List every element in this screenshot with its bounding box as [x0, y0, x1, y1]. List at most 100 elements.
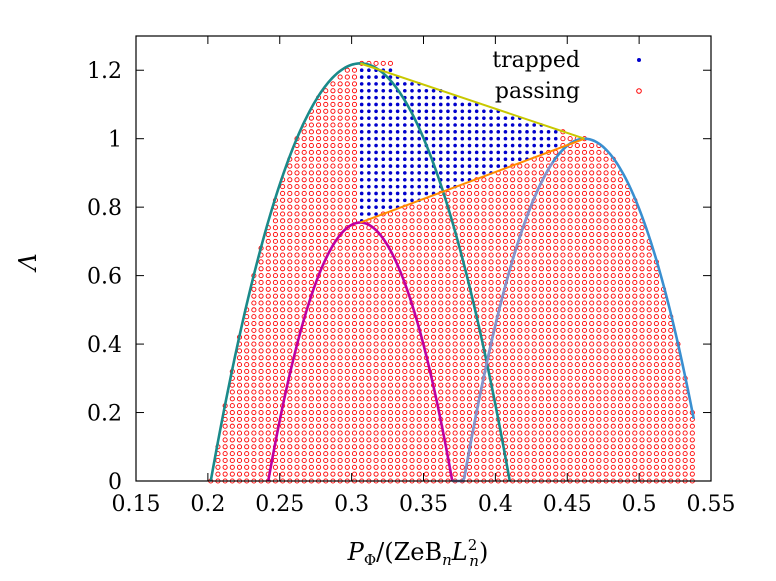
passing-point: [258, 471, 264, 477]
passing-point: [308, 129, 314, 135]
passing-point: [438, 355, 444, 361]
passing-point: [438, 279, 444, 286]
passing-point: [567, 245, 573, 251]
passing-point: [495, 204, 501, 210]
passing-point: [351, 368, 358, 375]
passing-point: [438, 204, 444, 210]
passing-point: [395, 396, 401, 402]
passing-point: [395, 362, 401, 368]
passing-point: [229, 471, 235, 477]
passing-point: [287, 273, 293, 279]
passing-point: [366, 238, 372, 244]
passing-point: [560, 423, 566, 429]
passing-point: [330, 396, 336, 402]
passing-point: [359, 259, 365, 265]
passing-point: [495, 184, 501, 190]
passing-point: [373, 348, 379, 354]
passing-point: [416, 451, 422, 457]
passing-point: [316, 389, 322, 395]
trapped-point: [453, 123, 457, 127]
passing-point: [323, 136, 329, 142]
passing-point: [330, 101, 336, 108]
passing-point: [380, 416, 386, 422]
passing-point: [359, 355, 365, 361]
passing-point: [323, 273, 329, 279]
passing-point: [538, 409, 544, 416]
passing-point: [632, 403, 638, 409]
trapped-point: [474, 116, 479, 120]
trapped-point: [359, 116, 364, 120]
passing-point: [689, 444, 695, 450]
passing-point: [488, 211, 494, 217]
passing-point: [344, 437, 350, 443]
passing-point: [251, 368, 257, 375]
passing-point: [617, 190, 623, 197]
passing-point: [258, 382, 264, 388]
passing-point: [466, 409, 473, 416]
trapped-point: [424, 164, 429, 168]
passing-point: [610, 382, 616, 388]
passing-point: [617, 307, 623, 313]
passing-point: [459, 423, 465, 429]
passing-point: [294, 437, 300, 443]
passing-point: [380, 245, 386, 251]
passing-point: [495, 259, 501, 265]
passing-point: [653, 362, 659, 368]
trapped-point: [388, 150, 393, 155]
passing-point: [625, 457, 631, 464]
passing-point: [416, 348, 422, 354]
trapped-point: [438, 109, 443, 114]
passing-point: [337, 108, 343, 114]
passing-point: [344, 142, 350, 149]
passing-point: [402, 457, 408, 464]
passing-point: [409, 286, 415, 292]
passing-point: [294, 184, 300, 190]
passing-point: [402, 341, 408, 347]
passing-point: [495, 177, 501, 183]
passing-point: [502, 403, 508, 409]
passing-point: [589, 293, 595, 299]
passing-point: [438, 293, 444, 299]
passing-point: [546, 218, 552, 224]
passing-point: [395, 409, 401, 416]
passing-point: [538, 266, 544, 272]
passing-point: [510, 273, 516, 279]
trapped-point: [453, 177, 457, 182]
passing-point: [387, 368, 393, 375]
passing-point: [589, 177, 595, 183]
passing-point: [495, 396, 501, 402]
passing-point: [474, 451, 480, 457]
passing-point: [330, 368, 336, 375]
passing-point: [337, 368, 343, 375]
passing-point: [258, 389, 264, 395]
trapped-point: [395, 109, 400, 114]
passing-point: [560, 259, 566, 265]
passing-point: [294, 444, 300, 450]
passing-point: [387, 341, 393, 347]
passing-point: [301, 471, 307, 477]
passing-point: [395, 437, 401, 443]
passing-point: [323, 341, 329, 347]
passing-point: [553, 334, 559, 340]
passing-point: [416, 444, 422, 450]
passing-point: [560, 245, 566, 251]
passing-point: [316, 136, 322, 142]
passing-point: [236, 430, 243, 436]
passing-point: [603, 259, 609, 265]
passing-point: [661, 389, 667, 395]
trapped-point: [388, 143, 393, 148]
passing-point: [323, 88, 329, 94]
trapped-point: [359, 184, 364, 189]
x-tick-label: 0.15: [112, 492, 161, 517]
passing-point: [625, 190, 631, 197]
passing-point: [488, 464, 494, 470]
passing-point: [538, 362, 544, 368]
passing-point: [330, 115, 336, 121]
passing-point: [495, 348, 501, 354]
passing-point: [517, 279, 523, 286]
trapped-point: [424, 150, 429, 155]
passing-point: [661, 307, 667, 313]
trapped-point: [381, 95, 386, 100]
passing-point: [610, 177, 616, 183]
trapped-point: [417, 102, 421, 107]
